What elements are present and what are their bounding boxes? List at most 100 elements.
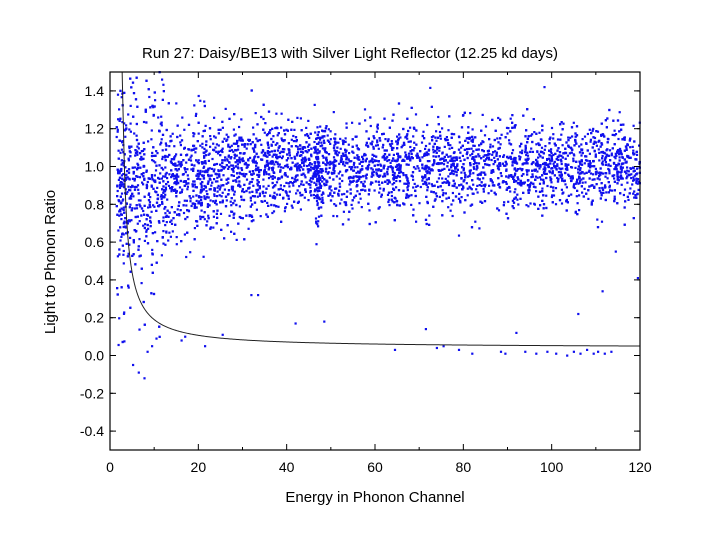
data-point [506,156,509,159]
data-point [424,218,428,221]
data-point [510,174,513,177]
data-point [452,164,455,167]
data-point [199,99,202,102]
data-point [490,169,493,172]
data-point [255,208,258,211]
data-point [148,201,152,204]
data-point [333,149,336,152]
data-point [565,186,568,189]
data-point [487,192,490,195]
data-point [118,317,121,320]
data-point [277,132,280,135]
data-point [184,171,187,174]
data-point [219,128,222,131]
data-point [411,175,414,178]
data-point [552,153,555,157]
data-point [224,107,227,110]
data-point [371,161,374,164]
data-point [440,162,443,165]
data-point [142,209,145,213]
data-point [215,203,218,206]
data-point [453,151,456,154]
data-point [602,172,605,175]
data-point [308,168,311,171]
data-point [117,118,120,121]
data-point [527,191,530,194]
data-point [117,178,120,181]
data-point [441,152,444,155]
data-point [620,162,623,166]
data-point [151,159,154,162]
data-point [154,169,158,172]
data-point [472,163,475,166]
data-point [541,151,544,154]
data-point [472,172,475,175]
data-point [128,178,131,181]
data-point [215,222,218,225]
data-point [330,189,333,192]
data-point [215,173,218,176]
data-point [138,328,141,331]
data-point [335,150,338,153]
data-point [246,143,249,146]
data-point [251,195,254,198]
data-point [615,154,618,157]
data-point [276,149,280,152]
data-point [228,117,231,120]
data-point [582,177,585,180]
data-point [293,157,297,160]
data-point [439,169,442,172]
data-point [213,194,216,197]
data-point [295,174,298,177]
data-point [527,205,530,208]
data-point [586,132,589,136]
data-point [376,163,379,167]
data-point [410,152,413,155]
data-point [608,108,611,112]
data-point [209,138,212,141]
data-point [186,174,189,177]
data-point [271,181,274,185]
data-point [197,177,200,180]
data-point [238,136,241,139]
data-point [445,197,448,200]
data-point [296,153,299,156]
data-point [208,177,211,180]
data-point [180,190,183,194]
data-point [445,153,448,156]
data-point [293,128,296,131]
data-point [200,209,203,212]
data-point [326,134,329,137]
data-point [517,203,520,206]
data-point [257,155,260,159]
data-point [315,137,318,140]
data-point [482,188,485,191]
data-point [449,144,452,147]
data-point [281,148,285,151]
data-point [406,137,409,140]
data-point [334,133,337,136]
data-point [344,148,347,151]
data-point [359,168,362,171]
data-point [213,189,216,192]
data-point [451,146,454,149]
data-point [296,145,299,148]
data-point [164,173,167,176]
data-point [585,171,588,174]
data-point [444,137,447,141]
data-point [239,152,242,155]
data-point [291,120,294,123]
data-point [435,139,438,142]
data-point [528,185,531,188]
data-point [343,192,346,196]
data-point [526,154,530,157]
data-point [340,193,344,196]
data-point [578,145,581,148]
data-point [390,194,393,198]
data-point [268,150,271,154]
data-point [191,148,194,151]
data-point [511,160,514,163]
data-point [529,183,532,186]
data-point [526,173,529,176]
data-point [122,262,125,265]
